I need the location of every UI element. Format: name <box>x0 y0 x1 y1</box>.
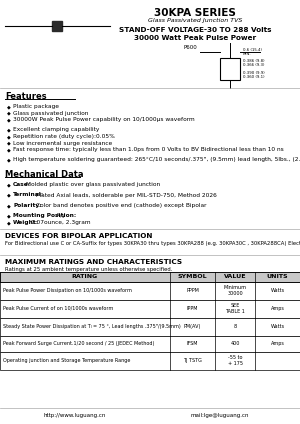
Text: Plated Axial leads, solderable per MIL-STD-750, Method 2026: Plated Axial leads, solderable per MIL-S… <box>34 192 217 198</box>
Text: SEE
TABLE 1: SEE TABLE 1 <box>225 303 245 314</box>
Text: P600: P600 <box>183 45 197 50</box>
Text: Minimum
30000: Minimum 30000 <box>224 285 247 296</box>
Text: Polarity:: Polarity: <box>13 203 42 208</box>
Text: 30KPA SERIES: 30KPA SERIES <box>154 8 236 18</box>
Text: Amps: Amps <box>271 341 284 346</box>
Text: Ratings at 25 ambient temperature unless otherwise specified.: Ratings at 25 ambient temperature unless… <box>5 267 172 271</box>
Text: STAND-OFF VOLTAGE-30 TO 288 Volts: STAND-OFF VOLTAGE-30 TO 288 Volts <box>119 27 271 33</box>
Text: Plastic package: Plastic package <box>13 104 59 109</box>
Text: SYMBOL: SYMBOL <box>178 274 207 279</box>
Text: ◆: ◆ <box>7 203 11 208</box>
Text: mail:lge@luguang.cn: mail:lge@luguang.cn <box>191 413 249 418</box>
Text: ◆: ◆ <box>7 117 11 122</box>
Text: Features: Features <box>5 92 47 101</box>
Text: ◆: ◆ <box>7 214 11 218</box>
Text: Molded plastic over glass passivated junction: Molded plastic over glass passivated jun… <box>25 182 160 187</box>
Bar <box>52 21 62 31</box>
Text: ◆: ◆ <box>7 220 11 225</box>
Text: Peak Pulse Power Dissipation on 10/1000s waveform: Peak Pulse Power Dissipation on 10/1000s… <box>3 288 132 293</box>
Text: ◆: ◆ <box>7 157 11 162</box>
Text: For Bidirectional use C or CA-Suffix for types 30KPA30 thru types 30KPA288 (e.g.: For Bidirectional use C or CA-Suffix for… <box>5 240 300 245</box>
Text: TJ TSTG: TJ TSTG <box>183 358 202 363</box>
Text: -55 to
+ 175: -55 to + 175 <box>227 355 242 366</box>
Bar <box>0 282 300 299</box>
Text: Steady State Power Dissipation at Tₗ = 75 °, Lead lengths .375"/(9.5mm): Steady State Power Dissipation at Tₗ = 7… <box>3 324 181 329</box>
Text: ◆: ◆ <box>7 182 11 187</box>
Text: ◆: ◆ <box>7 147 11 152</box>
Text: RATING: RATING <box>72 274 98 279</box>
Text: Watts: Watts <box>270 324 285 329</box>
Text: Peak Pulse Current of on 10/1000s waveform: Peak Pulse Current of on 10/1000s wavefo… <box>3 306 113 311</box>
Text: ◆: ◆ <box>7 140 11 145</box>
Text: ◆: ◆ <box>7 111 11 115</box>
Text: Amps: Amps <box>271 306 284 311</box>
Text: MAXIMUM RATINGS AND CHARACTERISTICS: MAXIMUM RATINGS AND CHARACTERISTICS <box>5 259 182 265</box>
Text: Fast response time: typically less than 1.0ps from 0 Volts to BV Bidirectional l: Fast response time: typically less than … <box>13 147 284 152</box>
Text: ◆: ◆ <box>7 192 11 198</box>
Text: 8: 8 <box>233 324 237 329</box>
Text: High temperature soldering guaranteed: 265°C/10 seconds/.375", (9.5mm) lead leng: High temperature soldering guaranteed: 2… <box>13 157 300 162</box>
Text: Watts: Watts <box>270 288 285 293</box>
Bar <box>0 318 300 335</box>
Bar <box>220 58 240 80</box>
Bar <box>0 271 300 282</box>
Text: VALUE: VALUE <box>224 274 246 279</box>
Text: 30000W Peak Pulse Power capability on 10/1000µs waveform: 30000W Peak Pulse Power capability on 10… <box>13 117 195 122</box>
Bar <box>0 335 300 351</box>
Text: 0.6 (15.4)
MIN.: 0.6 (15.4) MIN. <box>243 48 262 56</box>
Text: Low incremental surge resistance: Low incremental surge resistance <box>13 140 112 145</box>
Text: Mounting Position:: Mounting Position: <box>13 214 76 218</box>
Text: Mechanical Data: Mechanical Data <box>5 170 83 179</box>
Text: Excellent clamping capability: Excellent clamping capability <box>13 128 99 132</box>
Text: Glass Passivated Junction TVS: Glass Passivated Junction TVS <box>148 18 242 23</box>
Text: 0.390 (9.9)
0.360 (9.1): 0.390 (9.9) 0.360 (9.1) <box>243 71 265 79</box>
Text: DEVICES FOR BIPOLAR APPLICATION: DEVICES FOR BIPOLAR APPLICATION <box>5 232 152 238</box>
Text: Peak Forward Surge Current.1/20 second / 25 (JEDEC Method): Peak Forward Surge Current.1/20 second /… <box>3 341 154 346</box>
Text: IFSM: IFSM <box>187 341 198 346</box>
Text: PPPM: PPPM <box>186 288 199 293</box>
Text: Glass passivated junction: Glass passivated junction <box>13 111 88 115</box>
Text: 400: 400 <box>230 341 240 346</box>
Text: Case:: Case: <box>13 182 31 187</box>
Text: IPPM: IPPM <box>187 306 198 311</box>
Bar <box>0 351 300 369</box>
Text: 30000 Watt Peak Pulse Power: 30000 Watt Peak Pulse Power <box>134 35 256 41</box>
Text: 0.386 (9.8)
0.366 (9.3): 0.386 (9.8) 0.366 (9.3) <box>243 59 265 67</box>
Text: Operating junction and Storage Temperature Range: Operating junction and Storage Temperatu… <box>3 358 130 363</box>
Text: Weight:: Weight: <box>13 220 39 225</box>
Text: PM(AV): PM(AV) <box>184 324 201 329</box>
Text: Color band denotes positive end (cathode) except Bipolar: Color band denotes positive end (cathode… <box>34 203 206 208</box>
Text: http://www.luguang.cn: http://www.luguang.cn <box>44 413 106 418</box>
Text: 0.07ounce, 2.3gram: 0.07ounce, 2.3gram <box>29 220 91 225</box>
Text: ◆: ◆ <box>7 128 11 132</box>
Text: Terminal:: Terminal: <box>13 192 44 198</box>
Bar <box>0 299 300 318</box>
Text: Repetition rate (duty cycle):0.05%: Repetition rate (duty cycle):0.05% <box>13 134 115 139</box>
Text: UNITS: UNITS <box>267 274 288 279</box>
Text: A/y: A/y <box>54 214 66 218</box>
Text: ◆: ◆ <box>7 104 11 109</box>
Text: ◆: ◆ <box>7 134 11 139</box>
